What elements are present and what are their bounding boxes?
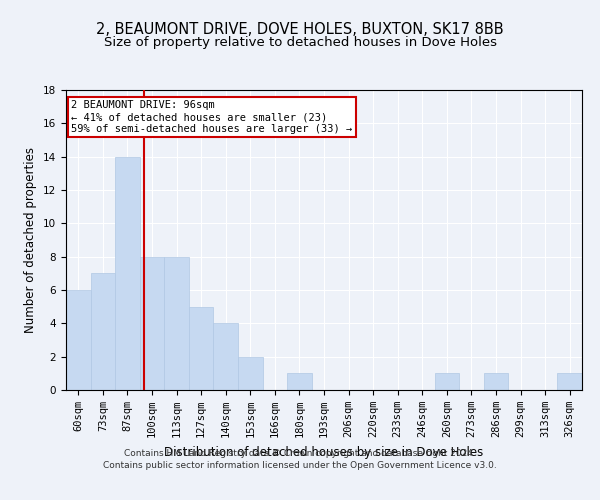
Bar <box>484 374 508 390</box>
Text: Size of property relative to detached houses in Dove Holes: Size of property relative to detached ho… <box>104 36 497 49</box>
Text: Contains public sector information licensed under the Open Government Licence v3: Contains public sector information licen… <box>103 461 497 470</box>
Bar <box>238 356 263 390</box>
Bar <box>115 156 140 390</box>
Bar <box>189 306 214 390</box>
Bar <box>164 256 189 390</box>
Text: Contains HM Land Registry data © Crown copyright and database right 2024.: Contains HM Land Registry data © Crown c… <box>124 448 476 458</box>
Bar <box>434 374 459 390</box>
Bar <box>91 274 115 390</box>
Bar <box>66 290 91 390</box>
Text: 2 BEAUMONT DRIVE: 96sqm
← 41% of detached houses are smaller (23)
59% of semi-de: 2 BEAUMONT DRIVE: 96sqm ← 41% of detache… <box>71 100 352 134</box>
Bar <box>214 324 238 390</box>
X-axis label: Distribution of detached houses by size in Dove Holes: Distribution of detached houses by size … <box>164 446 484 458</box>
Bar <box>557 374 582 390</box>
Bar <box>140 256 164 390</box>
Y-axis label: Number of detached properties: Number of detached properties <box>25 147 37 333</box>
Bar <box>287 374 312 390</box>
Text: 2, BEAUMONT DRIVE, DOVE HOLES, BUXTON, SK17 8BB: 2, BEAUMONT DRIVE, DOVE HOLES, BUXTON, S… <box>96 22 504 38</box>
